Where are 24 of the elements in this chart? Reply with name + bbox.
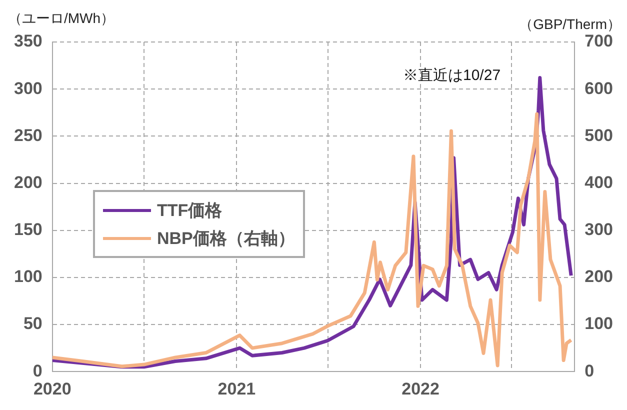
y-tick-label: 250 — [14, 126, 42, 145]
y2-tick-label: 500 — [584, 126, 614, 145]
legend-label: NBP価格（右軸） — [156, 228, 295, 250]
y-axis-title: （ユーロ/MWh） — [8, 10, 115, 28]
y-tick-label: 200 — [14, 172, 42, 192]
y2-tick-label: 200 — [584, 267, 614, 286]
y2-tick-label: 0 — [584, 361, 594, 380]
y-tick-label: 50 — [23, 314, 42, 334]
y2-axis-title: （GBP/Therm） — [519, 16, 621, 34]
y-tick-label: 100 — [14, 267, 42, 286]
y-tick-label: 150 — [14, 220, 42, 240]
annotation: ※直近は10/27 — [403, 66, 501, 85]
x-tick-label: 2020 — [33, 379, 72, 398]
y2-tick-label: 600 — [584, 78, 614, 98]
y2-tick-label: 300 — [584, 220, 614, 240]
y-tick-label: 0 — [32, 361, 42, 380]
y2-tick-label: 700 — [584, 32, 614, 51]
y-tick-label: 300 — [14, 78, 42, 98]
legend-label: TTF価格 — [156, 200, 224, 222]
x-tick-label: 2022 — [402, 379, 440, 398]
x-tick-label: 2021 — [218, 379, 256, 398]
y-tick-label: 350 — [14, 32, 42, 51]
y2-tick-label: 400 — [584, 172, 614, 192]
y2-tick-label: 100 — [584, 314, 614, 334]
